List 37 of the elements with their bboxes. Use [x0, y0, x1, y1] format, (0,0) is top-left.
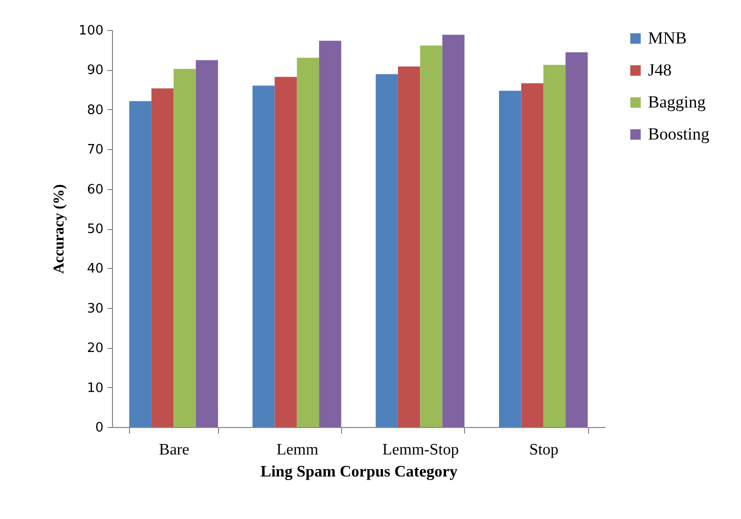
bar: [129, 101, 152, 427]
y-tick-label: 80: [86, 102, 104, 118]
bar: [566, 52, 588, 427]
y-tick-label: 10: [86, 380, 104, 396]
bar: [151, 88, 174, 427]
y-tick-label: 100: [78, 24, 104, 38]
y-tick-label: 30: [86, 301, 104, 316]
y-axis-title: Accuracy (%): [52, 184, 68, 274]
x-axis-title: Ling Spam Corpus Category: [260, 464, 458, 480]
bar: [252, 86, 275, 427]
x-tick-label: Bare: [159, 442, 190, 458]
x-tick-label: Stop: [529, 442, 559, 458]
y-tick-label: 70: [86, 142, 104, 158]
legend-label: Bagging: [648, 92, 706, 112]
bar: [376, 74, 398, 427]
legend-label: MNB: [648, 28, 687, 48]
bar: [274, 76, 297, 427]
legend-label: J48: [648, 60, 672, 80]
bar: [296, 58, 320, 427]
bar: [521, 83, 544, 427]
bar: [543, 64, 566, 427]
y-tick-label: 20: [86, 341, 104, 356]
bar: [442, 34, 464, 427]
bar: [174, 68, 196, 427]
x-tick-label: Lemm: [276, 442, 319, 458]
bar: [398, 66, 420, 427]
y-tick-label: 40: [86, 262, 104, 277]
bar: [420, 45, 442, 427]
y-tick-label: 90: [86, 63, 104, 78]
bar: [319, 40, 342, 427]
bar: [196, 60, 218, 427]
legend-label: Boosting: [648, 124, 710, 144]
x-tick-label: Lemm-Stop: [382, 442, 459, 458]
bar: [499, 90, 522, 427]
y-tick-label: 0: [95, 420, 104, 436]
y-tick-label: 60: [86, 182, 104, 198]
y-tick-label: 50: [86, 222, 104, 237]
